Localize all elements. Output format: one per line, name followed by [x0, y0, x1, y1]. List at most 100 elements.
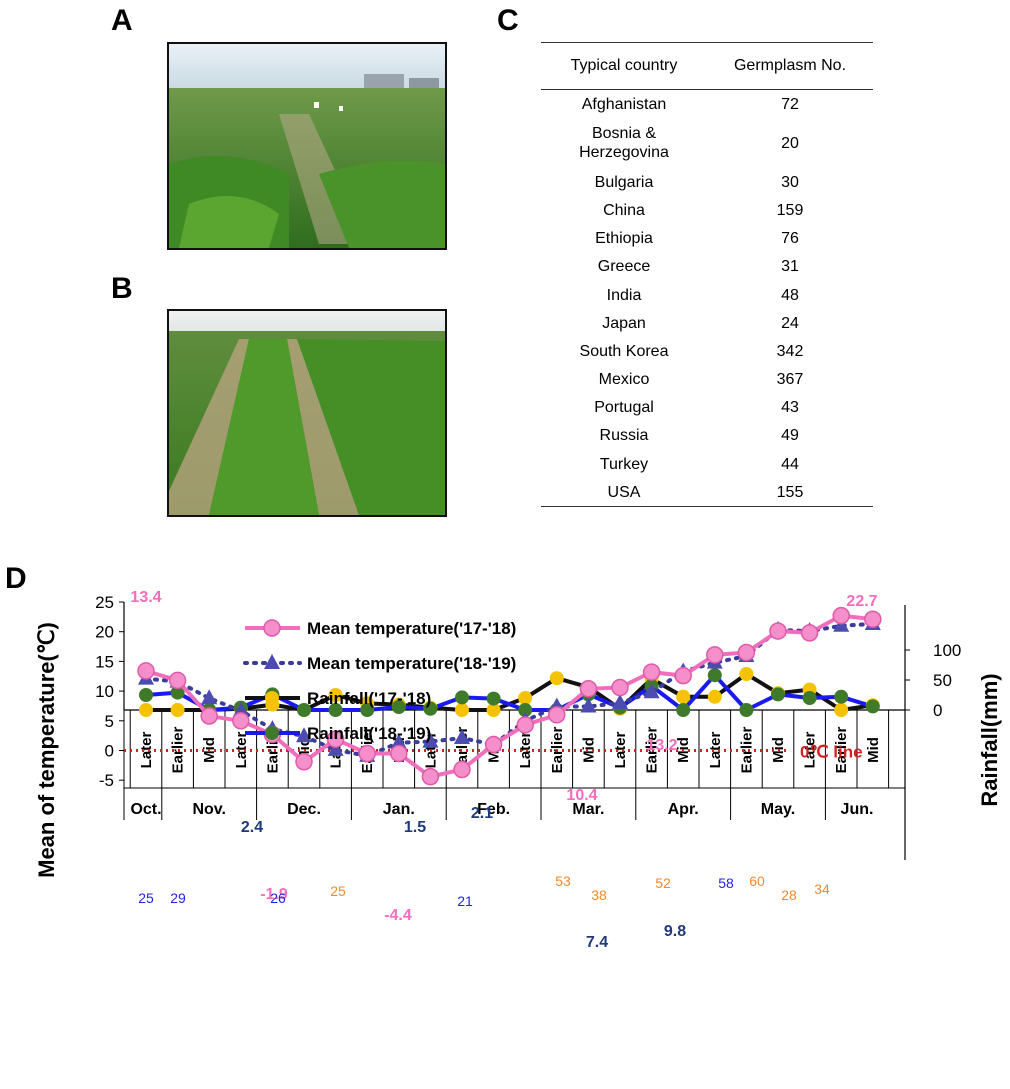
table-row: Mexico 367	[541, 366, 873, 394]
table-row: Turkey 44	[541, 450, 873, 478]
germplasm-count-cell: 31	[781, 258, 799, 276]
temp-1718-point	[421, 767, 440, 786]
temp-1819-point	[201, 689, 218, 705]
legend-marker	[265, 691, 279, 705]
rainfall-1819-point	[139, 688, 153, 702]
rainfall-1819-point	[391, 700, 406, 714]
germplasm-count-cell: 48	[781, 286, 799, 304]
country-cell: USA	[607, 483, 641, 501]
germplasm-count-cell: 155	[776, 483, 804, 501]
y2-tick-label: 0	[933, 701, 942, 720]
temp-1718-point	[516, 716, 534, 734]
zero-line-label: 0℃ line	[800, 743, 863, 762]
y-tick-label: 10	[95, 682, 114, 701]
temp-1819-point	[232, 701, 249, 717]
month-label: Apr.	[668, 801, 699, 818]
rainfall-1819-point	[676, 703, 691, 717]
legend-marker	[263, 619, 281, 637]
month-label: Jan.	[383, 801, 415, 818]
rainfall-1718-label: 52	[655, 875, 671, 891]
temp-1718-point	[642, 663, 661, 681]
temp-1718-point	[453, 760, 471, 779]
rainfall-1718-label: 60	[749, 873, 765, 889]
rainfall-1819-point	[328, 703, 343, 717]
temp-1718-point	[358, 744, 376, 763]
table-row: Russia 49	[541, 422, 873, 450]
country-cell: Bulgaria	[594, 173, 654, 191]
rainfall-1819-label: 58	[718, 875, 734, 891]
panel-label-c: C	[497, 4, 519, 37]
country-cell: Portugal	[594, 399, 654, 417]
rainfall-1718-point	[676, 689, 691, 704]
rainfall-1819-point	[486, 691, 501, 706]
month-label: Jun.	[841, 801, 874, 818]
legend-marker	[264, 654, 280, 669]
legend-label: Rainfall('18-'19)	[307, 724, 431, 743]
rainfall-1819-point	[802, 691, 817, 705]
temp-1718-point	[548, 706, 566, 724]
country-cell: Japan	[602, 314, 646, 332]
country-cell: Turkey	[599, 455, 649, 473]
temp-1819-point	[327, 740, 344, 756]
temp-1718-point	[390, 744, 408, 763]
rainfall-1718-point	[739, 667, 754, 681]
temperature-annotation: 9.8	[664, 923, 686, 940]
rainfall-1718-point	[170, 703, 185, 717]
table-row: Bulgaria 30	[541, 168, 873, 196]
country-cell: Ethiopia	[595, 230, 653, 248]
germplasm-count-cell: 24	[781, 314, 799, 332]
month-label: May.	[761, 801, 795, 818]
rainfall-1819-point	[297, 703, 311, 717]
y2-tick-label: 50	[933, 671, 952, 690]
temp-1819-point	[612, 693, 628, 709]
rainfall-1819-point	[518, 703, 533, 717]
country-cell: Mexico	[598, 371, 650, 389]
month-label: Dec.	[287, 801, 321, 818]
legend-label: Rainfall('17-'18)	[307, 689, 431, 708]
country-cell: India	[606, 286, 642, 304]
field-photo-a	[167, 42, 447, 250]
table-row: South Korea 342	[541, 337, 873, 365]
temperature-annotation: -1.9	[260, 886, 288, 903]
rainfall-1718-point	[518, 691, 533, 705]
temp-1718-point	[832, 606, 850, 625]
rainfall-1718-point	[707, 689, 722, 704]
month-label: Nov.	[192, 801, 225, 818]
column-header-country: Typical country	[541, 43, 707, 90]
table-row: Afghanistan 72	[541, 90, 873, 119]
rainfall-1819-point	[771, 687, 785, 702]
temperature-annotation: -4.4	[384, 907, 412, 924]
rainfall-1819-point	[170, 685, 185, 700]
germplasm-count-cell: 76	[781, 230, 799, 248]
country-cell: China	[603, 201, 645, 219]
temp-1819-point	[390, 733, 407, 749]
temperature-annotation: 7.4	[586, 934, 608, 951]
rainfall-1718-label: 28	[781, 887, 797, 903]
temperature-annotation: 22.7	[846, 593, 877, 610]
category-label: Mid	[865, 737, 882, 763]
temp-1718-point	[579, 679, 598, 698]
y-tick-label: 25	[95, 593, 114, 612]
y-tick-label: 20	[95, 623, 114, 642]
germplasm-count-cell: 43	[781, 399, 799, 417]
rainfall-1819-point	[455, 690, 469, 705]
table-header-row: Typical country Germplasm No.	[541, 43, 873, 90]
y-tick-label: 5	[105, 712, 114, 731]
rainfall-1718-point	[486, 703, 501, 717]
germplasm-count-cell: 342	[776, 342, 804, 360]
column-header-germplasm: Germplasm No.	[707, 43, 873, 90]
temp-1718-point	[864, 610, 882, 628]
table-row: Japan 24	[541, 309, 873, 337]
rainfall-1718-point	[834, 703, 849, 717]
temperature-annotation: 10.4	[566, 787, 597, 804]
rainfall-1718-point	[455, 703, 469, 717]
germplasm-count-cell: 44	[781, 455, 799, 473]
field-photo-b	[167, 309, 447, 517]
rainfall-1819-label: 29	[170, 890, 186, 906]
table-row: Bosnia & Herzegovina 20	[541, 118, 873, 168]
legend-marker	[265, 726, 279, 740]
category-label: Later	[517, 732, 534, 769]
germplasm-count-cell: 72	[781, 95, 799, 113]
rainfall-1718-point	[328, 688, 343, 702]
